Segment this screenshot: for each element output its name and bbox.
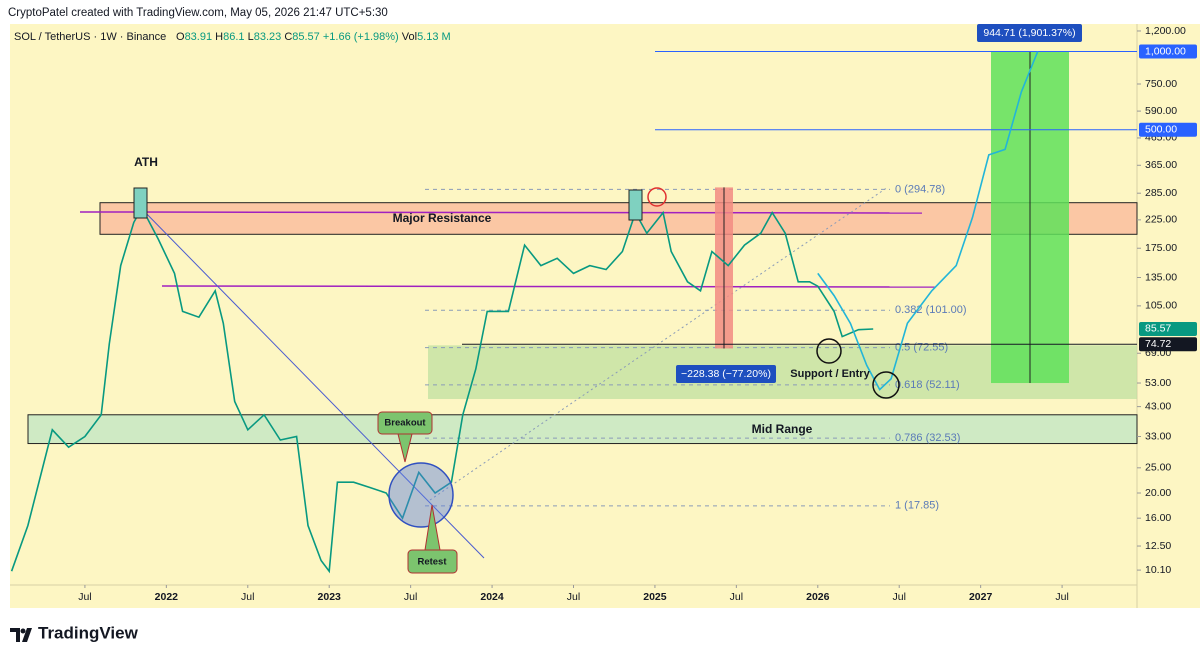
level-tag	[1139, 321, 1197, 336]
ohlc-part: 86.1	[223, 31, 244, 43]
pivot-line	[161, 285, 936, 288]
resistance-line	[79, 211, 923, 214]
brand: TradingView	[38, 623, 139, 642]
y-tick-label: 175.00	[1145, 242, 1177, 254]
y-tick-label: 1,200.00	[1145, 25, 1186, 37]
measure-label: −228.38 (−77.20%)	[681, 368, 771, 380]
measure-label: 944.71 (1,901.37%)	[983, 27, 1075, 39]
projection-line	[817, 51, 1039, 391]
breakout-circle	[388, 462, 454, 528]
level-label: 85.57	[1145, 323, 1171, 335]
x-tick-label: 2026	[806, 591, 830, 603]
fib-label: 0.618 (52.11)	[895, 379, 960, 391]
price-line	[10, 206, 874, 574]
top-circle	[647, 187, 667, 207]
entry-circle	[816, 338, 842, 364]
x-tick-label: Jul	[241, 591, 254, 603]
y-tick-label: 135.00	[1145, 271, 1177, 283]
ohlc-part: L	[248, 31, 254, 43]
y-tick-label: 33.00	[1145, 430, 1171, 442]
ohlc-part: O	[176, 31, 185, 43]
logo	[10, 628, 32, 642]
annotation: Support / Entry	[790, 368, 870, 380]
x-tick-label: Jul	[893, 591, 906, 603]
level-label: 74.72	[1145, 338, 1171, 350]
y-tick-label: 590.00	[1145, 105, 1177, 117]
retest-tag	[407, 549, 458, 574]
fib-label: 0.5 (72.55)	[895, 341, 948, 353]
level-tag	[1139, 337, 1197, 352]
x-tick-label: 2025	[643, 591, 667, 603]
fib-label: 1 (17.85)	[895, 500, 939, 512]
x-tick-label: 2022	[155, 591, 179, 603]
y-tick-label: 12.50	[1145, 540, 1171, 552]
annotation: Retest	[417, 557, 447, 568]
y-tick-label: 105.00	[1145, 300, 1177, 312]
ath-box	[133, 187, 148, 219]
ohlc-part: C	[284, 31, 292, 43]
x-tick-label: Jul	[78, 591, 91, 603]
ohlc-values: O83.91 H86.1 L83.23 C85.57 +1.66 (+1.98%…	[176, 31, 451, 43]
x-tick-label: 2027	[969, 591, 993, 603]
zone-label: Mid Range	[752, 422, 813, 436]
ohlc-part: 83.23	[254, 31, 282, 43]
y-tick-label: 20.00	[1145, 487, 1171, 499]
symbol: SOL / TetherUS · 1W · Binance	[14, 31, 166, 43]
zone	[99, 202, 1138, 235]
measure-label-bg	[977, 24, 1082, 42]
level-tag	[1139, 122, 1197, 137]
top-box	[628, 189, 643, 221]
y-tick-label: 750.00	[1145, 78, 1177, 90]
x-tick-label: 2023	[318, 591, 342, 603]
y-tick-label: 53.00	[1145, 377, 1171, 389]
y-tick-label: 43.00	[1145, 400, 1171, 412]
y-tick-label: 16.00	[1145, 512, 1171, 524]
ohlc-part: H	[215, 31, 223, 43]
x-tick-label: Jul	[730, 591, 743, 603]
level-label: 1,000.00	[1145, 45, 1186, 57]
ohlc-part: +1.66 (+1.98%)	[323, 31, 399, 43]
y-tick-label: 25.00	[1145, 462, 1171, 474]
ohlc: O83.91 H86.1 L83.23 C85.57 +1.66 (+1.98%…	[176, 31, 451, 43]
zone	[27, 414, 1138, 445]
annotation: ATH	[134, 155, 158, 169]
level-label: 500.00	[1145, 124, 1177, 136]
x-tick-label: Jul	[567, 591, 580, 603]
y-tick-label: 225.00	[1145, 214, 1177, 226]
zone-label: Major Resistance	[393, 211, 492, 225]
ohlc-part: 5.13 M	[417, 31, 451, 43]
fib-label: 0.382 (101.00)	[895, 304, 967, 316]
fib-label: 0 (294.78)	[895, 183, 945, 195]
y-tick-label: 10.10	[1145, 564, 1171, 576]
x-tick-label: 2024	[480, 591, 504, 603]
target-circle	[872, 371, 900, 399]
trend-line	[137, 204, 485, 559]
x-tick-label: Jul	[1055, 591, 1068, 603]
ohlc-part: Vol	[402, 31, 417, 43]
fib-label: 0.786 (32.53)	[895, 432, 960, 444]
credit: CryptoPatel created with TradingView.com…	[8, 7, 388, 19]
measure-label-bg	[676, 365, 776, 383]
breakout-tag	[377, 411, 433, 435]
y-tick-label: 365.00	[1145, 159, 1177, 171]
y-tick-label: 285.00	[1145, 187, 1177, 199]
level-tag	[1139, 44, 1197, 59]
annotation: Breakout	[384, 418, 426, 429]
x-tick-label: Jul	[404, 591, 417, 603]
ohlc-part: 83.91	[185, 31, 213, 43]
ohlc-part: 85.57	[292, 31, 320, 43]
